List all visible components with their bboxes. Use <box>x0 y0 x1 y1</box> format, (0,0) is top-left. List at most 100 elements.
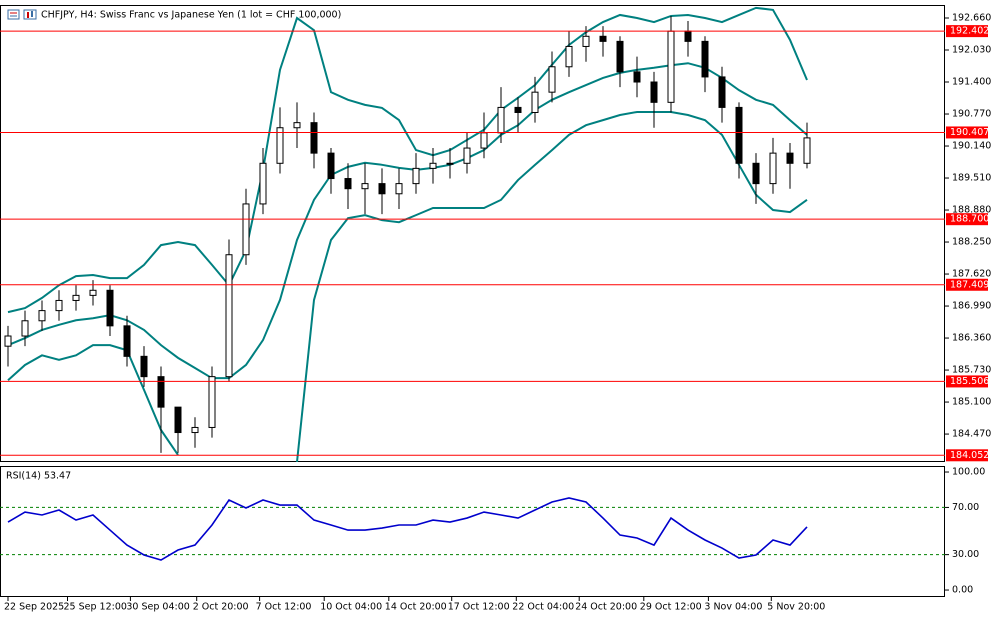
candle-body <box>803 137 811 164</box>
candle-body <box>429 162 437 169</box>
candle-body <box>327 152 335 180</box>
candle-body <box>446 162 454 165</box>
x-tick-label: 3 Nov 04:00 <box>704 602 762 613</box>
band-upper <box>7 6 808 314</box>
candle-body <box>395 183 403 195</box>
candle-body <box>21 320 29 337</box>
y-tick-label: 191.400 <box>952 77 991 88</box>
rsi-tick-label: 100.00 <box>952 467 985 478</box>
candle-body <box>548 66 556 93</box>
main-panel <box>0 5 945 462</box>
candle-body <box>242 203 250 256</box>
chart-title: CHFJPY, H4: Swiss Franc vs Japanese Yen … <box>41 10 341 21</box>
y-tick-label: 192.660 <box>952 13 991 24</box>
candle-body <box>276 127 284 164</box>
candle-body <box>174 406 182 434</box>
x-tick-label: 7 Oct 12:00 <box>256 602 312 613</box>
level-label: 188.700 <box>950 214 989 225</box>
candle-body <box>531 91 539 113</box>
y-tick-label: 185.100 <box>952 397 991 408</box>
candle-body <box>565 45 573 68</box>
level-label: 185.506 <box>950 376 989 387</box>
candle-body <box>769 152 777 185</box>
candle-body <box>38 310 46 322</box>
rsi-tick-label: 0.00 <box>952 585 973 596</box>
candle-body <box>497 106 505 134</box>
x-tick-label: 29 Oct 12:00 <box>640 602 702 613</box>
main-plot <box>0 6 945 462</box>
candle-body <box>752 162 760 185</box>
y-tick-label: 185.730 <box>952 365 991 376</box>
candle-body <box>616 40 624 73</box>
x-tick-label: 22 Sep 2025 <box>4 602 64 613</box>
candle-body <box>633 71 641 83</box>
candle-body <box>106 289 114 327</box>
x-tick-label: 17 Oct 12:00 <box>448 602 510 613</box>
candle-body <box>157 376 165 408</box>
level-tag <box>946 213 988 226</box>
x-tick-label: 25 Sep 12:00 <box>64 602 127 613</box>
candle-body <box>225 254 233 378</box>
x-tick-label: 14 Oct 20:00 <box>385 602 447 613</box>
y-tick-label: 187.620 <box>952 269 991 280</box>
candle-body <box>514 106 522 113</box>
candle-body <box>701 40 709 78</box>
rsi-panel <box>0 466 945 597</box>
level-tag <box>946 25 988 38</box>
level-tag <box>946 126 988 139</box>
candle-body <box>599 35 607 42</box>
candle-body <box>786 152 794 164</box>
rsi-line <box>7 497 808 561</box>
candle-body <box>735 106 743 164</box>
rsi-tick-label: 70.00 <box>952 502 979 513</box>
level-label: 192.402 <box>950 26 989 37</box>
candle-body <box>4 335 12 347</box>
candle-body <box>344 178 352 190</box>
rsi-title: RSI(14) 53.47 <box>6 471 71 482</box>
y-tick-label: 186.990 <box>952 301 991 312</box>
x-tick-label: 10 Oct 04:00 <box>320 602 382 613</box>
candle-body <box>412 167 420 185</box>
candle-body <box>89 289 97 296</box>
level-tag <box>946 449 988 462</box>
x-tick-label: 22 Oct 04:00 <box>512 602 574 613</box>
candle-body <box>310 122 318 154</box>
level-label: 187.409 <box>950 279 989 290</box>
candle-body <box>191 426 199 434</box>
y-tick-label: 184.470 <box>952 429 991 440</box>
y-tick-label: 192.030 <box>952 45 991 56</box>
band-lower <box>7 110 808 462</box>
y-tick-label: 189.510 <box>952 173 991 184</box>
x-tick-label: 2 Oct 20:00 <box>193 602 249 613</box>
candle-body <box>684 30 692 42</box>
candle-body <box>123 325 131 357</box>
rsi-plot <box>0 497 945 561</box>
candle-body <box>480 132 488 149</box>
candle-body <box>582 35 590 47</box>
y-tick-label: 190.140 <box>952 141 991 152</box>
level-tag <box>946 375 988 388</box>
y-tick-label: 188.880 <box>952 205 991 216</box>
level-tag <box>946 278 988 291</box>
candle-body <box>140 355 148 378</box>
level-label: 184.052 <box>950 450 989 461</box>
x-tick-label: 30 Sep 04:00 <box>126 602 189 613</box>
x-tick-label: 5 Nov 20:00 <box>767 602 825 613</box>
axes: 192.660 192.030 191.400 190.770 190.140 189.5… <box>4 13 991 613</box>
candle-body <box>463 147 471 164</box>
y-tick-label: 186.360 <box>952 333 991 344</box>
candle-body <box>259 162 267 205</box>
x-tick-label: 24 Oct 20:00 <box>575 602 637 613</box>
candle-body <box>72 294 80 301</box>
rsi-tick-label: 30.00 <box>952 549 979 560</box>
candle-body <box>667 30 675 103</box>
candle-body <box>378 183 386 195</box>
candle-body <box>650 81 658 103</box>
header-icons <box>7 9 37 20</box>
candle-body <box>718 76 726 108</box>
candle-body <box>55 299 63 312</box>
candle-body <box>293 122 301 129</box>
candle-body <box>208 376 216 428</box>
y-tick-label: 190.770 <box>952 109 991 120</box>
